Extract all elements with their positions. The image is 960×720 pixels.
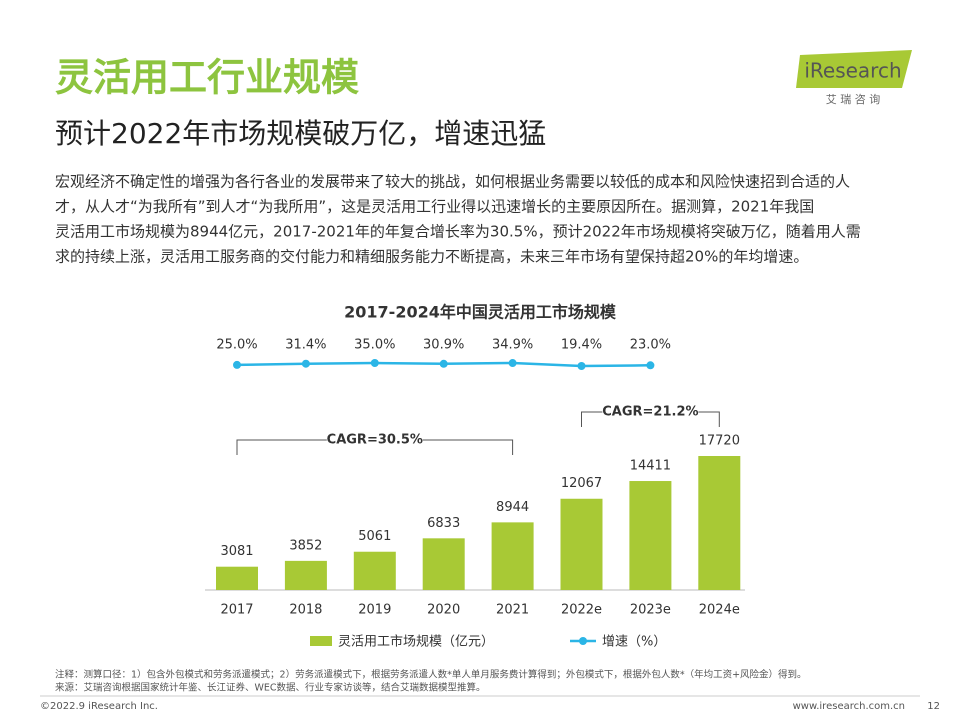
legend-label: 灵活用工市场规模（亿元） [338,634,494,650]
slide-title: 灵活用工行业规模 [55,56,359,100]
url: www.iresearch.com.cn [793,701,905,712]
page-number: 12 [927,701,940,712]
x-tick-label: 2024e [699,603,740,618]
legend-swatch [310,636,332,646]
x-tick-label: 2018 [289,603,322,618]
growth-label: 23.0% [630,338,671,353]
logo-shape [796,50,912,88]
legend-label: 增速（%） [602,635,666,650]
growth-label: 35.0% [354,338,395,353]
paragraph-line: 才，从人才“为我所有”到人才“为我所用”，这是灵活用工行业得以迅速增长的主要原因… [55,198,814,216]
bar [491,522,534,590]
bar [422,538,465,590]
bar-label: 6833 [427,516,460,531]
paragraph-line: 灵活用工市场规模为8944亿元，2017-2021年的年复合增长率为30.5%，… [55,223,861,241]
bar [560,498,603,590]
x-tick-label: 2019 [358,603,391,618]
bar [629,481,672,590]
cagr-label: CAGR=21.2% [602,405,698,420]
growth-point [577,362,586,370]
growth-label: 25.0% [216,338,257,353]
x-tick-label: 2022e [561,603,602,618]
note: 注释：测算口径：1）包含外包模式和劳务派遣模式；2）劳务派遣模式下，根据劳务派遣… [55,669,807,681]
chart-title: 2017-2024年中国灵活用工市场规模 [344,303,617,322]
paragraph-line: 宏观经济不确定性的增强为各行各业的发展带来了较大的挑战，如何根据业务需要以较低的… [55,173,850,191]
bar-label: 8944 [496,500,529,515]
growth-point [301,359,310,368]
legend-dot [579,637,587,645]
growth-label: 30.9% [423,338,464,353]
bar [284,560,327,590]
growth-label: 34.9% [492,338,533,353]
cagr-label: CAGR=30.5% [327,433,423,448]
x-tick-label: 2021 [496,603,529,618]
bar [216,566,258,590]
note: 来源：艾瑞咨询根据国家统计年鉴、长江证券、WEC数据、行业专家访谈等，结合艾瑞数… [55,682,486,694]
logo-brand: iResearch [804,59,901,83]
logo-cn: 艾 瑞 咨 询 [826,92,881,106]
bar-label: 3081 [220,544,253,559]
x-tick-label: 2017 [220,603,253,618]
bar-label: 3852 [289,538,322,553]
growth-point [508,359,517,368]
cagr-bracket [236,439,514,455]
x-tick-label: 2023e [630,603,671,618]
bar [353,551,396,590]
bar [698,456,741,590]
growth-point [439,359,448,368]
growth-point [370,359,379,367]
bar-label: 17720 [699,434,740,449]
copyright: ©2022.9 iResearch Inc. [40,701,158,712]
bar-label: 12067 [561,476,602,491]
bar-label: 5061 [358,529,391,544]
growth-label: 31.4% [285,338,326,353]
growth-label: 19.4% [561,338,602,353]
bar-label: 14411 [630,459,671,474]
cagr-bracket [581,411,720,427]
x-tick-label: 2020 [427,603,460,618]
slide-subtitle: 预计2022年市场规模破万亿，增速迅猛 [55,117,546,150]
paragraph-line: 求的持续上涨，灵活用工服务商的交付能力和精细服务能力不断提高，未来三年市场有望保… [55,248,808,266]
growth-point [233,360,241,369]
growth-point [646,361,655,370]
